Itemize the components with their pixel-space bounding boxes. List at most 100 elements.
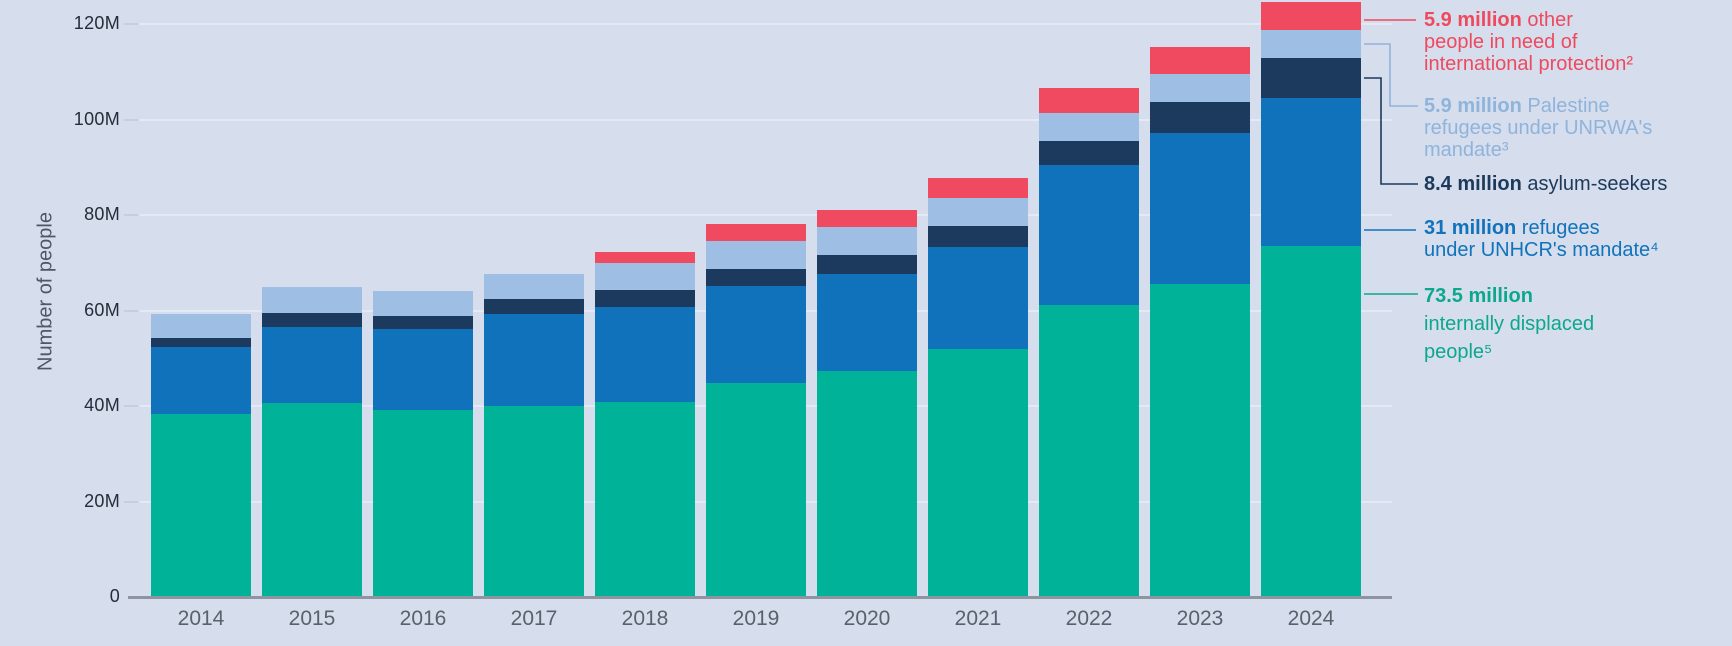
- bar-segment-palestine-refugees-under-unrwa-s-mandate: [262, 287, 362, 313]
- leader-line-unrwa: [1364, 43, 1418, 107]
- y-axis-tick-label: 20M: [84, 490, 120, 511]
- x-axis-label: 2015: [288, 607, 336, 630]
- bar-segment-other-people-in-need-of-international-protection: [706, 223, 806, 241]
- bar-segment-other-people-in-need-of-international-protection: [1039, 87, 1139, 114]
- bar-segment-refugees-under-unhcr-s-mandate: [706, 286, 806, 384]
- bar-segment-asylum-seekers: [706, 268, 806, 287]
- bar-segment-other-people-in-need-of-international-protection: [817, 210, 917, 227]
- leader-line-asylum: [1364, 77, 1418, 185]
- y-axis-title: Number of people: [34, 212, 57, 371]
- legend-item-label-line: people⁵: [1424, 341, 1493, 363]
- y-axis-tick: [124, 214, 138, 216]
- legend-item-unrwa: 5.9 million Palestine refugees under UNRW…: [1424, 95, 1726, 161]
- gridline: [140, 118, 1392, 121]
- bar-segment-asylum-seekers: [484, 299, 584, 314]
- gridline: [140, 23, 1392, 25]
- x-axis-label: 2017: [510, 607, 558, 630]
- bar-segment-refugees-under-unhcr-s-mandate: [484, 313, 584, 406]
- bar-segment-other-people-in-need-of-international-protection: [928, 178, 1028, 198]
- legend-item-label-line: people in need of: [1424, 31, 1578, 53]
- legend-item-label-line: under UNHCR's mandate⁴: [1424, 239, 1659, 261]
- bar-segment-asylum-seekers: [595, 290, 695, 308]
- bar-segment-asylum-seekers: [151, 338, 251, 348]
- bar-segment-other-people-in-need-of-international-protection: [1261, 1, 1361, 30]
- y-axis-tick-label: 40M: [84, 395, 120, 415]
- bar-segment-palestine-refugees-under-unrwa-s-mandate: [151, 313, 251, 339]
- bar-segment-refugees-under-unhcr-s-mandate: [928, 246, 1028, 350]
- bar-segment-internally-displaced-people: [817, 371, 917, 597]
- x-axis-label: 2021: [954, 607, 1002, 630]
- bar-segment-internally-displaced-people: [1150, 284, 1250, 597]
- bar-segment-palestine-refugees-under-unrwa-s-mandate: [817, 226, 917, 256]
- bar-segment-other-people-in-need-of-international-protection: [595, 251, 695, 264]
- legend-item-idp: 73.5 million internally displaced people⁵: [1424, 282, 1726, 366]
- bar-segment-palestine-refugees-under-unrwa-s-mandate: [706, 240, 806, 269]
- bar-segment-internally-displaced-people: [595, 402, 695, 597]
- legend-item-value: 5.9 million other: [1424, 9, 1573, 31]
- bar-segment-refugees-under-unhcr-s-mandate: [1150, 132, 1250, 285]
- legend-item-value: 5.9 million Palestine: [1424, 95, 1610, 117]
- y-axis-tick: [124, 23, 138, 25]
- x-axis-line: [128, 596, 1392, 599]
- bar-segment-refugees-under-unhcr-s-mandate: [595, 307, 695, 403]
- bar-segment-asylum-seekers: [262, 312, 362, 328]
- x-axis-label: 2019: [732, 607, 780, 630]
- bar-segment-asylum-seekers: [1261, 57, 1361, 98]
- y-axis-tick: [124, 309, 138, 312]
- bar-segment-palestine-refugees-under-unrwa-s-mandate: [928, 197, 1028, 226]
- x-axis-label: 2020: [843, 607, 891, 630]
- bar-segment-refugees-under-unhcr-s-mandate: [1261, 98, 1361, 247]
- bar-segment-asylum-seekers: [817, 255, 917, 275]
- bar-segment-refugees-under-unhcr-s-mandate: [817, 274, 917, 372]
- bar-segment-asylum-seekers: [1039, 141, 1139, 165]
- legend-item-label-line: internally displaced: [1424, 313, 1595, 335]
- bar-segment-internally-displaced-people: [373, 409, 473, 597]
- bar-segment-palestine-refugees-under-unrwa-s-mandate: [1039, 113, 1139, 142]
- y-axis-tick-label: 0: [109, 586, 120, 606]
- bar-segment-palestine-refugees-under-unrwa-s-mandate: [1150, 74, 1250, 102]
- x-axis-label: 2016: [399, 607, 447, 630]
- bar-segment-refugees-under-unhcr-s-mandate: [262, 327, 362, 404]
- x-axis-label: 2018: [621, 607, 669, 630]
- gridline: [140, 214, 1392, 216]
- bar-segment-internally-displaced-people: [1261, 246, 1361, 597]
- bar-segment-palestine-refugees-under-unrwa-s-mandate: [595, 263, 695, 291]
- y-axis-tick: [124, 500, 138, 503]
- bar-segment-internally-displaced-people: [151, 414, 251, 597]
- legend-item-value: 31 million refugees: [1424, 217, 1600, 239]
- bar-segment-palestine-refugees-under-unrwa-s-mandate: [1261, 29, 1361, 58]
- legend-item-label-line: international protection²: [1424, 53, 1634, 75]
- legend-item-label-line: refugees under UNRWA's: [1424, 117, 1653, 139]
- bar-segment-palestine-refugees-under-unrwa-s-mandate: [484, 274, 584, 300]
- bar-segment-refugees-under-unhcr-s-mandate: [373, 329, 473, 410]
- x-axis-label: 2022: [1065, 607, 1113, 630]
- bar-segment-asylum-seekers: [1150, 101, 1250, 133]
- bar-segment-palestine-refugees-under-unrwa-s-mandate: [373, 291, 473, 317]
- bar-segment-asylum-seekers: [373, 316, 473, 330]
- legend-item-value: 8.4 million asylum-seekers: [1424, 173, 1668, 195]
- legend-item-value: 73.5 million: [1424, 285, 1533, 307]
- y-axis-tick: [124, 118, 138, 121]
- x-axis-label: 2023: [1176, 607, 1224, 630]
- legend-item-refugees: 31 million refugees under UNHCR's mandate…: [1424, 217, 1726, 261]
- legend-item-asylum: 8.4 million asylum-seekers: [1424, 173, 1726, 195]
- bar-segment-internally-displaced-people: [1039, 304, 1139, 597]
- bar-segment-internally-displaced-people: [928, 349, 1028, 597]
- y-axis-tick: [124, 405, 138, 407]
- legend-item-label-line: mandate³: [1424, 139, 1509, 161]
- y-axis-tick-label: 100M: [73, 108, 120, 129]
- bar-segment-internally-displaced-people: [484, 406, 584, 597]
- y-axis-tick-label: 80M: [84, 204, 120, 224]
- legend-item-other: 5.9 million other people in need of intern…: [1424, 9, 1726, 75]
- bar-segment-refugees-under-unhcr-s-mandate: [151, 347, 251, 415]
- x-axis-label: 2014: [177, 607, 225, 630]
- bar-segment-asylum-seekers: [928, 225, 1028, 247]
- y-axis-tick-label: 120M: [73, 13, 120, 33]
- bar-segment-internally-displaced-people: [706, 383, 806, 597]
- bar-segment-internally-displaced-people: [262, 403, 362, 597]
- x-axis-label: 2024: [1287, 607, 1335, 630]
- bar-segment-other-people-in-need-of-international-protection: [1150, 47, 1250, 75]
- bar-segment-refugees-under-unhcr-s-mandate: [1039, 164, 1139, 305]
- y-axis-tick-label: 60M: [84, 299, 120, 320]
